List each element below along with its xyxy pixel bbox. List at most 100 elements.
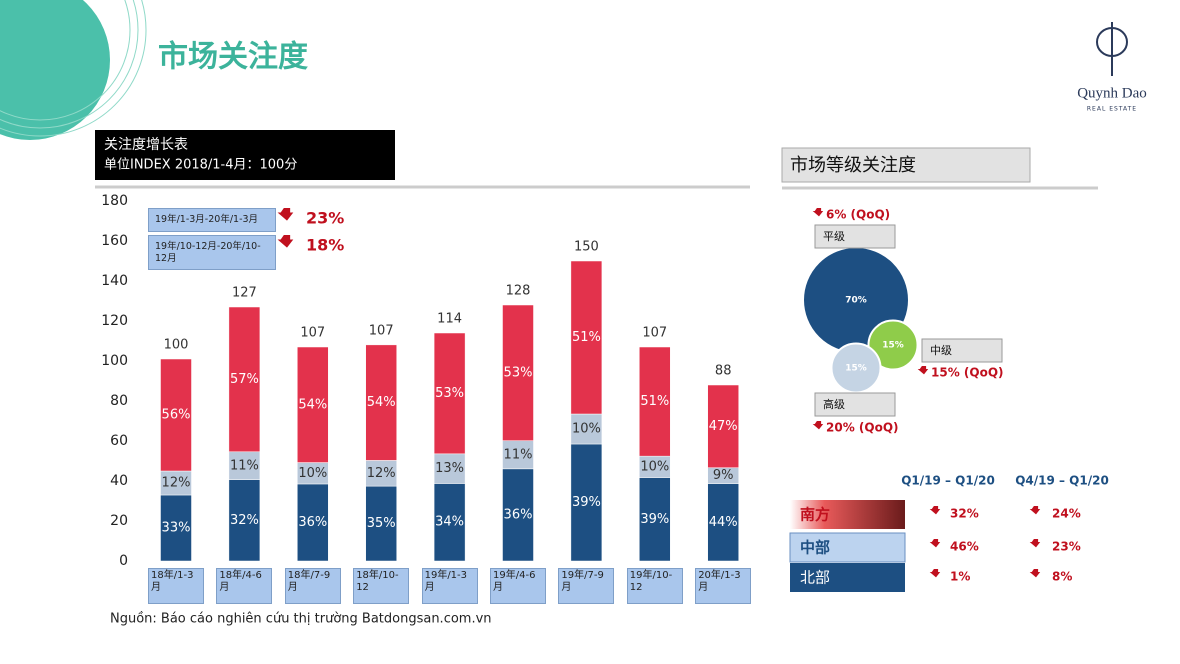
total-label: 114	[437, 312, 462, 327]
segment-label: 53%	[504, 365, 533, 380]
bar-segment	[228, 306, 261, 453]
x-tick-label: 20年/1-3月	[695, 568, 752, 604]
segment-label: 39%	[572, 495, 601, 510]
row-label-box	[790, 563, 905, 592]
segment-label: 44%	[709, 515, 738, 530]
x-tick-label: 19年/10-12	[626, 568, 683, 604]
annotation-box: 19年/1-3月-20年/1-3月	[148, 208, 276, 232]
table-cell: 1%	[950, 570, 970, 584]
down-arrow	[917, 366, 929, 375]
y-tick-label: 180	[101, 193, 128, 209]
segment-label: 54%	[298, 397, 327, 412]
level-change: 6% (QoQ)	[826, 208, 890, 222]
logo: Quynh Dao REAL ESTATE	[1077, 22, 1147, 113]
segment-label: 53%	[435, 386, 464, 401]
y-tick-label: 0	[119, 553, 128, 569]
segment-label: 32%	[230, 513, 259, 528]
bar-segment	[707, 483, 739, 562]
table-cell: 23%	[1052, 540, 1081, 554]
segment-label: 11%	[230, 458, 259, 473]
y-tick-label: 20	[110, 513, 128, 529]
level-name: 平级	[823, 230, 845, 243]
bubble-label: 70%	[845, 296, 867, 306]
bar-segment	[433, 332, 466, 455]
segment-label: 9%	[713, 468, 734, 483]
annotation-change: 23%	[306, 209, 344, 228]
level-box	[814, 392, 896, 417]
level-name: 高级	[823, 397, 845, 411]
down-arrow	[929, 539, 941, 548]
total-label: 107	[369, 323, 394, 338]
down-arrow	[1029, 539, 1041, 548]
chart-header-box	[95, 130, 395, 180]
logo-tagline: REAL ESTATE	[1087, 106, 1137, 113]
bubble-label: 15%	[882, 341, 904, 351]
total-label: 107	[642, 326, 667, 341]
segment-label: 10%	[572, 422, 601, 437]
segment-label: 57%	[230, 372, 259, 387]
segment-label: 33%	[162, 521, 191, 536]
segment-label: 13%	[435, 461, 464, 476]
bar-segment	[707, 384, 739, 468]
decor-circle	[0, 0, 110, 140]
segment-label: 12%	[367, 466, 396, 481]
total-label: 107	[300, 326, 325, 341]
chart-subtitle: 单位INDEX 2018/1-4月：100分	[104, 158, 297, 173]
bar-segment	[160, 358, 192, 472]
x-tick-label: 18年/1-3月	[148, 568, 204, 604]
segment-label: 12%	[162, 476, 191, 491]
level-name: 中级	[930, 344, 952, 357]
annotation-change: 18%	[306, 236, 344, 255]
bar-segment	[365, 344, 397, 461]
segment-label: 51%	[640, 394, 669, 409]
x-tick-label: 19年/1-3月	[421, 568, 478, 604]
segment-label: 54%	[367, 395, 396, 410]
down-arrow	[812, 421, 824, 430]
table-header: Q4/19 – Q1/20	[1015, 474, 1109, 488]
bar-segment	[639, 477, 671, 562]
segment-label: 39%	[640, 512, 669, 527]
x-tick-label: 18年/7-9月	[284, 568, 341, 604]
bubble	[867, 319, 919, 371]
decor-rings	[0, 0, 147, 137]
segment-label: 47%	[709, 419, 738, 434]
level-change: 20% (QoQ)	[826, 421, 899, 435]
logo-name: Quynh Dao	[1077, 85, 1147, 101]
row-label-box	[790, 500, 905, 529]
y-tick-label: 120	[101, 313, 128, 329]
slide-title: 市场关注度	[158, 40, 308, 75]
bar-segment	[365, 485, 397, 562]
bar-segment	[502, 440, 534, 470]
row-label: 北部	[800, 569, 830, 587]
bubble-label: 15%	[845, 364, 867, 374]
down-arrow	[277, 208, 294, 221]
total-label: 100	[164, 338, 189, 353]
chart-title: 关注度增长表	[104, 137, 188, 153]
y-tick-label: 160	[101, 233, 128, 249]
bar-segment	[433, 483, 466, 562]
bar-segment	[228, 479, 261, 562]
bar-segment	[297, 346, 329, 463]
level-box	[814, 224, 896, 249]
levels-title: 市场等级关注度	[790, 155, 916, 176]
x-tick-label: 18年/10-12	[353, 568, 410, 604]
down-arrow	[812, 208, 824, 217]
x-tick-label: 19年/4-6月	[490, 568, 546, 604]
table-cell: 46%	[950, 540, 979, 554]
total-label: 88	[715, 364, 732, 379]
x-tick-label: 18年/4-6月	[216, 568, 273, 604]
y-tick-label: 100	[101, 353, 128, 369]
segment-label: 36%	[504, 507, 533, 522]
bar-segment	[570, 260, 603, 415]
segment-label: 10%	[640, 459, 669, 474]
total-label: 150	[574, 240, 599, 255]
level-box	[921, 338, 1003, 363]
segment-label: 36%	[298, 515, 327, 530]
table-cell: 8%	[1052, 570, 1072, 584]
bar-segment	[639, 346, 671, 457]
total-label: 127	[232, 286, 257, 301]
segment-label: 34%	[435, 515, 464, 530]
down-arrow	[929, 569, 941, 578]
segment-label: 56%	[162, 408, 191, 423]
